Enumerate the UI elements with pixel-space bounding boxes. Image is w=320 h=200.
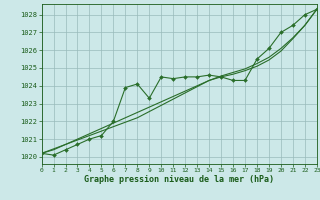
X-axis label: Graphe pression niveau de la mer (hPa): Graphe pression niveau de la mer (hPa): [84, 175, 274, 184]
